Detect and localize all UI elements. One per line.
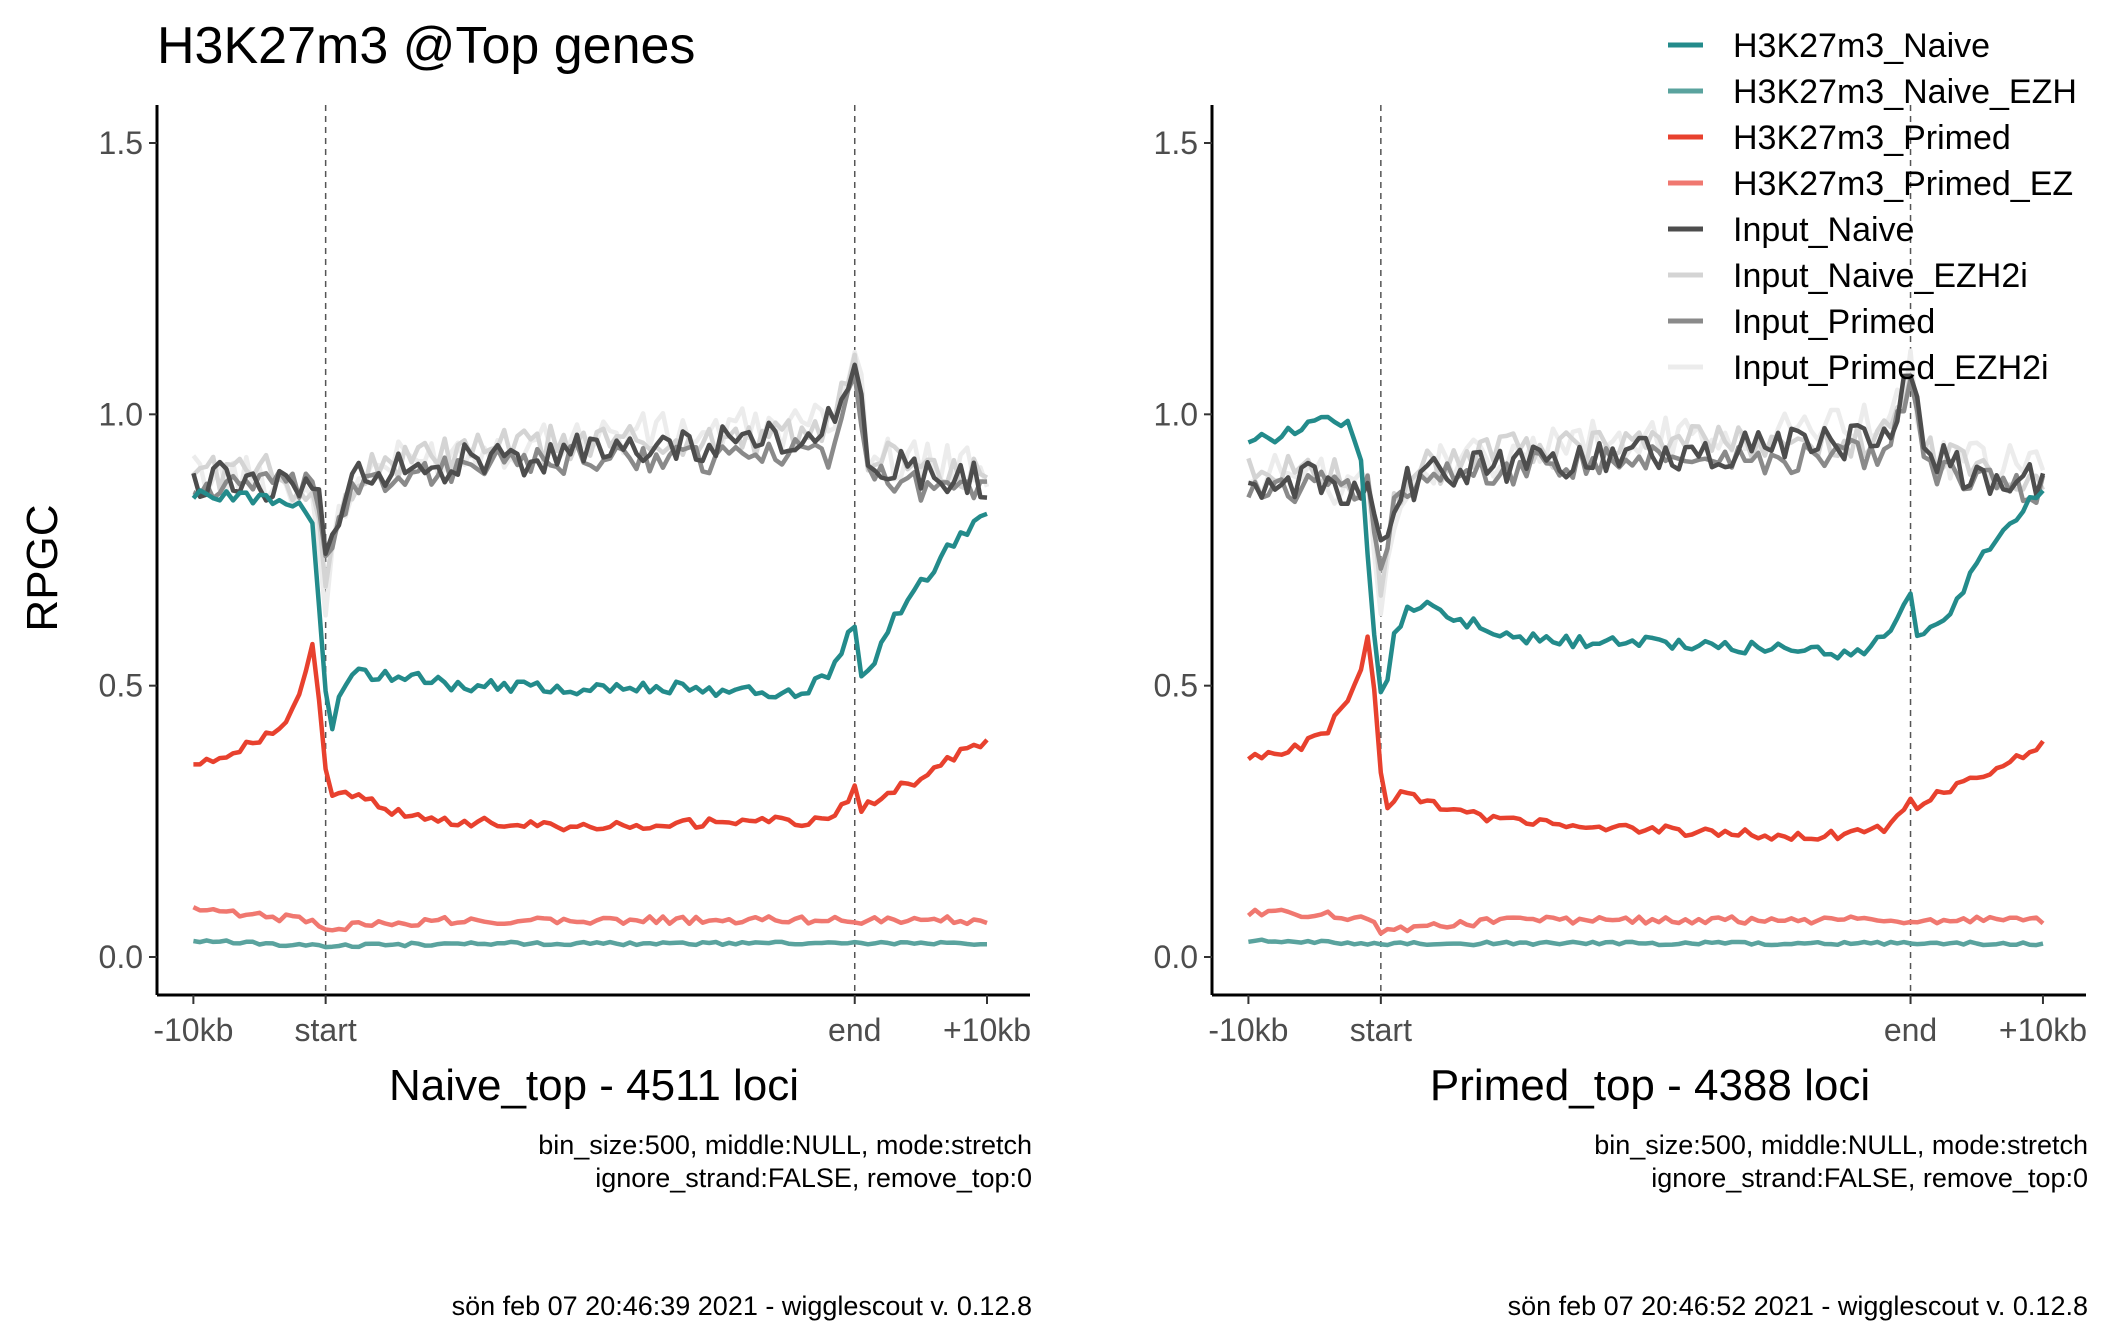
- x-tick-label: end: [828, 1012, 881, 1048]
- y-tick-label: 1.5: [99, 125, 143, 161]
- series-line-h3k27m3-naive: [191, 488, 988, 732]
- caption-line-1: bin_size:500, middle:NULL, mode:stretch: [1594, 1130, 2088, 1160]
- legend-label: Input_Naive: [1733, 211, 1914, 249]
- series-line-h3k27m3-naive-ezh: [193, 938, 987, 950]
- x-tick-label: start: [295, 1012, 357, 1048]
- legend-label: Input_Primed: [1733, 303, 1935, 341]
- y-tick-label: 1.0: [99, 396, 143, 432]
- timestamp: sön feb 07 20:46:52 2021 - wigglescout v…: [1508, 1291, 2088, 1321]
- x-axis-label: Primed_top - 4388 loci: [1430, 1061, 1870, 1110]
- series-line-input-primed: [192, 372, 988, 559]
- x-tick-label: -10kb: [153, 1012, 233, 1048]
- x-tick-label: start: [1350, 1012, 1412, 1048]
- y-tick-label: 0.0: [99, 939, 143, 975]
- y-tick-label: 0.5: [99, 668, 143, 704]
- series-line-input-naive-ezh2i: [191, 352, 989, 589]
- x-axis-label: Naive_top - 4511 loci: [389, 1061, 799, 1110]
- x-tick-label: +10kb: [1999, 1012, 2087, 1048]
- legend-label: Input_Naive_EZH2i: [1733, 257, 2028, 295]
- series-line-h3k27m3-primed: [1247, 634, 2045, 842]
- legend-label: H3K27m3_Primed: [1733, 119, 2011, 157]
- series-line-input-naive: [1247, 373, 2046, 543]
- legend-label: H3K27m3_Naive_EZH: [1733, 73, 2077, 111]
- y-axis-label: RPGC: [18, 504, 67, 631]
- legend-label: Input_Primed_EZH2i: [1733, 349, 2049, 387]
- x-tick-label: -10kb: [1208, 1012, 1288, 1048]
- legend: H3K27m3_Naive H3K27m3_Naive_EZH H3K27m3_Pr…: [1668, 27, 2077, 387]
- y-tick-label: 1.5: [1154, 125, 1198, 161]
- series-line-h3k27m3-naive-ezh: [1248, 937, 2044, 948]
- chart-title: H3K27m3 @Top genes: [157, 17, 695, 75]
- series-line-h3k27m3-primed-ez: [192, 905, 988, 933]
- caption-line-2: ignore_strand:FALSE, remove_top:0: [1651, 1163, 2088, 1193]
- series-line-input-primed-ezh2i: [1247, 348, 2046, 617]
- panel-primed-top: 0.0 0.5 1.0 1.5 -10kb start end +10kb Primed_to…: [1154, 105, 2088, 1321]
- x-tick-label: +10kb: [943, 1012, 1031, 1048]
- y-tick-label: 0.0: [1154, 939, 1198, 975]
- y-tick-label: 1.0: [1154, 396, 1198, 432]
- panel-naive-top: 0.0 0.5 1.0 1.5 -10kb start end +10kb Naive_top…: [99, 105, 1032, 1321]
- series-line-h3k27m3-primed: [193, 641, 989, 833]
- caption-line-2: ignore_strand:FALSE, remove_top:0: [595, 1163, 1032, 1193]
- series-line-h3k27m3-naive: [1247, 414, 2045, 695]
- legend-label: H3K27m3_Naive: [1733, 27, 1990, 65]
- legend-label: H3K27m3_Primed_EZ: [1733, 165, 2073, 203]
- timestamp: sön feb 07 20:46:39 2021 - wigglescout v…: [452, 1291, 1032, 1321]
- series-line-input-naive: [191, 362, 988, 557]
- series-line-h3k27m3-primed-ez: [1246, 907, 2045, 936]
- y-tick-label: 0.5: [1154, 668, 1198, 704]
- caption-line-1: bin_size:500, middle:NULL, mode:stretch: [538, 1130, 1032, 1160]
- x-tick-label: end: [1884, 1012, 1937, 1048]
